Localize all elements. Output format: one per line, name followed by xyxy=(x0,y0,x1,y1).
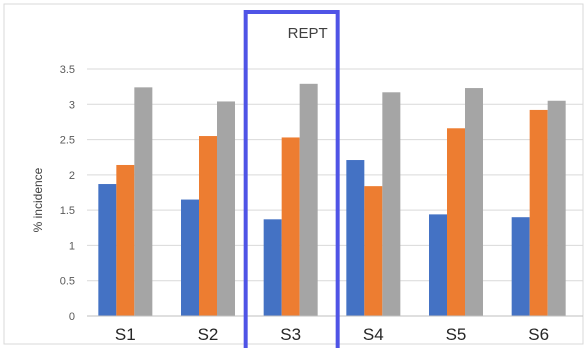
y-tick-label: 0.5 xyxy=(60,276,75,288)
bar-s4-series-2 xyxy=(364,186,383,316)
bar-s6-series-2 xyxy=(529,109,548,316)
y-tick-label: 1.5 xyxy=(60,205,75,217)
highlight-box xyxy=(243,10,340,348)
bars xyxy=(98,83,566,316)
bar-s6-series-1 xyxy=(511,217,530,316)
gridlines xyxy=(87,68,583,282)
x-category-label: S5 xyxy=(446,325,467,344)
y-tick-label: 0 xyxy=(69,311,75,323)
bar-s1-series-2 xyxy=(116,164,135,316)
bar-s6-series-3 xyxy=(547,100,566,316)
bar-s5-series-2 xyxy=(447,128,465,316)
x-category-label: S3 xyxy=(280,325,301,344)
bar-s4-series-3 xyxy=(382,92,401,316)
bar-s3-series-1 xyxy=(263,219,282,316)
y-tick-label: 2.5 xyxy=(60,135,75,147)
y-tick-label: 3.5 xyxy=(60,64,75,76)
x-category-label: S6 xyxy=(528,325,549,344)
y-tick-label: 3 xyxy=(69,99,75,111)
bar-s3-series-2 xyxy=(281,137,300,316)
x-category-label: S4 xyxy=(363,325,384,344)
x-axis-categories: S1 S2 S3 S4 S5 S6 xyxy=(115,325,549,344)
bar-s2-series-1 xyxy=(181,199,199,316)
bar-s5-series-3 xyxy=(465,88,483,316)
y-tick-label: 2 xyxy=(69,170,75,182)
chart-border xyxy=(3,3,584,345)
bar-s1-series-1 xyxy=(98,184,117,316)
y-axis-ticks: 0 0.5 1 1.5 2 2.5 3 3.5 xyxy=(60,64,75,323)
x-category-label: S2 xyxy=(198,325,219,344)
bar-s4-series-1 xyxy=(346,160,365,316)
bar-s5-series-1 xyxy=(429,214,447,316)
bar-s2-series-2 xyxy=(199,136,217,316)
x-category-label: S1 xyxy=(115,325,136,344)
bar-s2-series-3 xyxy=(217,101,235,316)
bar-s3-series-3 xyxy=(299,83,318,316)
y-tick-label: 1 xyxy=(69,240,75,252)
y-axis-label: % incidence xyxy=(31,167,45,232)
bar-s1-series-3 xyxy=(134,87,153,316)
annotation-label: REPT xyxy=(288,25,328,42)
